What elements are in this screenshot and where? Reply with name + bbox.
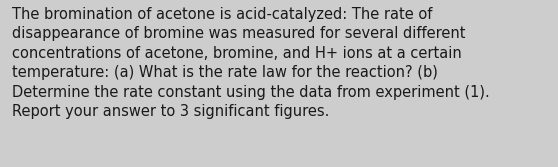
Text: The bromination of acetone is acid-catalyzed: The rate of
disappearance of bromi: The bromination of acetone is acid-catal… [12,7,490,119]
